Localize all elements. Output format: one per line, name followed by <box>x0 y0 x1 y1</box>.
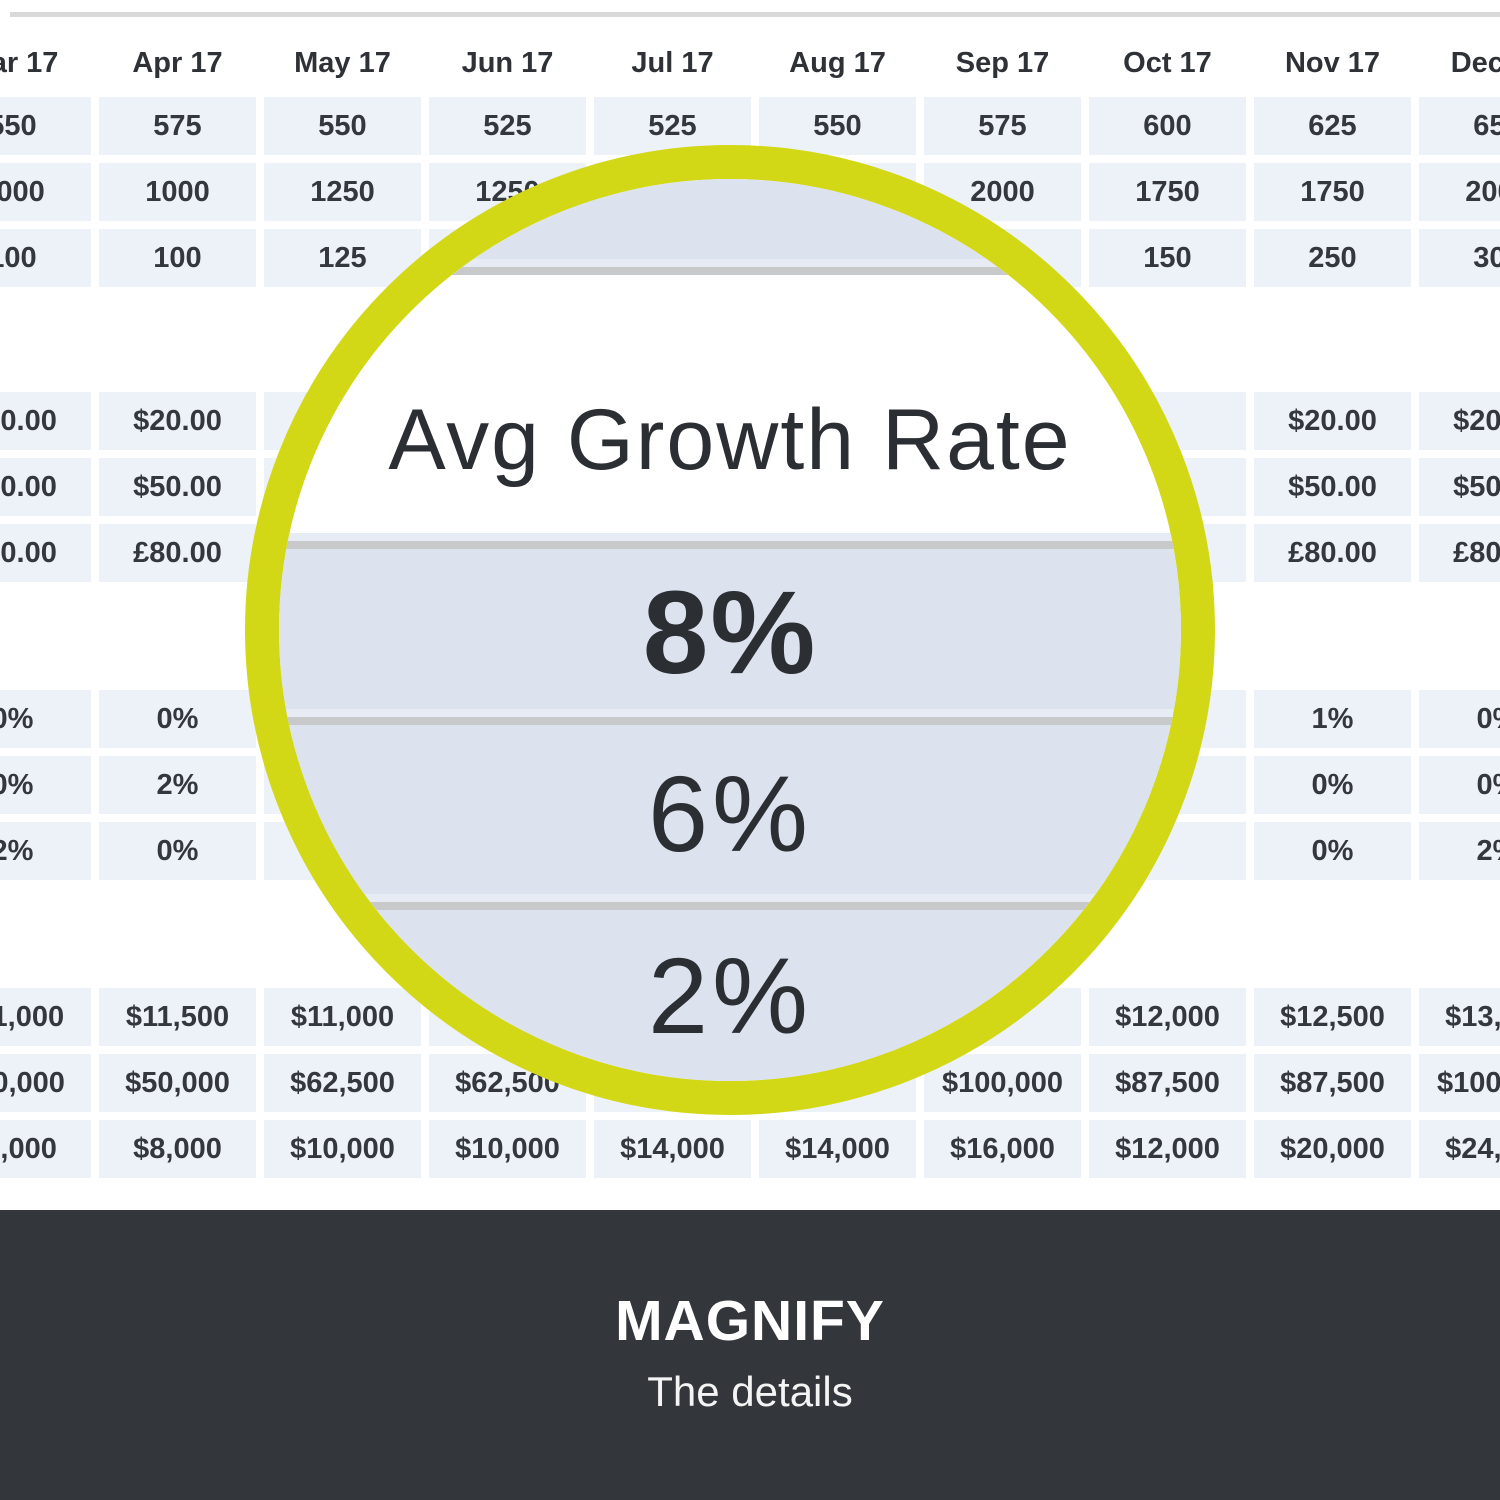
column-header: Jun 17 <box>461 46 554 79</box>
column-header: Apr 17 <box>132 46 223 79</box>
table-cell: $20,000 <box>1254 1120 1411 1178</box>
table-cell: $8,000 <box>99 1120 256 1178</box>
table-cell: £80.00 <box>99 524 256 582</box>
magnified-row-divider <box>279 259 1181 275</box>
table-cell: 600 <box>1089 97 1246 155</box>
magnified-value-band: 6% <box>279 725 1181 902</box>
table-cell: $20.00 <box>99 392 256 450</box>
column-header: Nov 17 <box>1284 46 1381 79</box>
magnifier-lens: Avg Growth Rate 8% 6% 2% <box>245 145 1215 1115</box>
magnified-value-band: 8% <box>279 549 1181 717</box>
table-cell: 300 <box>1419 229 1500 287</box>
table-cell: 250 <box>1254 229 1411 287</box>
table-cell: $11,500 <box>99 988 256 1046</box>
table-cell: 2% <box>1419 822 1500 880</box>
table-cell: 550 <box>759 97 916 155</box>
table-cell: $10,000 <box>264 1120 421 1178</box>
magnified-value: 8% <box>642 567 818 699</box>
magnified-header-band <box>279 275 1181 541</box>
table-cell: $14,000 <box>759 1120 916 1178</box>
table-cell: 550 <box>0 97 91 155</box>
table-cell: 1000 <box>99 163 256 221</box>
table-cell: $100,000 <box>1419 1054 1500 1112</box>
table-cell: $50.00 <box>99 458 256 516</box>
table-row: 550575550525525550575600625650 <box>0 97 1500 155</box>
table-cell: $50.00 <box>0 458 91 516</box>
table-cell: $8,000 <box>0 1120 91 1178</box>
column-header: Jul 17 <box>631 46 714 79</box>
table-cell: $50.00 <box>1254 458 1411 516</box>
footer-banner: MAGNIFY The details <box>0 1210 1500 1500</box>
magnified-value: 6% <box>647 753 813 874</box>
table-cell: $87,500 <box>1254 1054 1411 1112</box>
table-row: $8,000$8,000$10,000$10,000$14,000$14,000… <box>0 1120 1500 1178</box>
table-cell: 2% <box>99 756 256 814</box>
magnified-band-empty <box>279 179 1181 267</box>
table-cell: 625 <box>1254 97 1411 155</box>
banner-subtitle: The details <box>647 1368 853 1415</box>
table-cell: 2% <box>0 822 91 880</box>
table-cell: $12,000 <box>1089 1120 1246 1178</box>
table-cell: $14,000 <box>594 1120 751 1178</box>
table-cell: 550 <box>264 97 421 155</box>
table-cell: 0% <box>1419 690 1500 748</box>
table-cell: 525 <box>429 97 586 155</box>
column-header: Sep 17 <box>955 46 1050 79</box>
column-header: Oct 17 <box>1123 46 1212 79</box>
magnified-row-divider <box>279 894 1181 910</box>
table-cell: 650 <box>1419 97 1500 155</box>
column-header: Mar 17 <box>0 46 59 79</box>
magnifier-content: Avg Growth Rate 8% 6% 2% <box>279 179 1181 1081</box>
table-cell: $50.00 <box>1419 458 1500 516</box>
magnifier-title: Avg Growth Rate <box>388 392 1072 488</box>
table-cell: $20.00 <box>1419 392 1500 450</box>
table-cell: 0% <box>0 690 91 748</box>
table-cell: $20.00 <box>0 392 91 450</box>
table-cell: 100 <box>99 229 256 287</box>
table-cell: 1000 <box>0 163 91 221</box>
table-cell: 0% <box>1254 822 1411 880</box>
table-cell: £80.00 <box>1254 524 1411 582</box>
table-cell: $50,000 <box>0 1054 91 1112</box>
column-header: May 17 <box>294 46 391 79</box>
table-cell: 0% <box>1419 756 1500 814</box>
magnified-value: 2% <box>647 935 813 1056</box>
banner-title: MAGNIFY <box>615 1289 885 1353</box>
table-cell: 575 <box>99 97 256 155</box>
table-cell: $13,000 <box>1419 988 1500 1046</box>
table-cell: $11,000 <box>0 988 91 1046</box>
table-cell: 575 <box>924 97 1081 155</box>
table-cell: $12,500 <box>1254 988 1411 1046</box>
table-cell: 0% <box>99 822 256 880</box>
magnified-value-band: 2% <box>279 910 1181 1081</box>
column-header: Aug 17 <box>789 46 886 79</box>
table-cell: 0% <box>0 756 91 814</box>
column-header-row: Mar 17 Apr 17 May 17 Jun 17 Jul 17 Aug 17 Sep … <box>0 38 1500 88</box>
table-cell: £80.00 <box>1419 524 1500 582</box>
table-cell: $50,000 <box>99 1054 256 1112</box>
table-cell: 100 <box>0 229 91 287</box>
magnified-row-divider <box>279 709 1181 725</box>
table-cell: $10,000 <box>429 1120 586 1178</box>
table-cell: $24,000 <box>1419 1120 1500 1178</box>
table-cell: $20.00 <box>1254 392 1411 450</box>
magnified-row-divider <box>279 533 1181 549</box>
table-cell: $16,000 <box>924 1120 1081 1178</box>
table-cell: 1750 <box>1254 163 1411 221</box>
top-divider <box>10 12 1500 17</box>
column-header: Dec 17 <box>1450 46 1500 79</box>
table-cell: 0% <box>1254 756 1411 814</box>
table-cell: 1% <box>1254 690 1411 748</box>
table-cell: £80.00 <box>0 524 91 582</box>
table-cell: 0% <box>99 690 256 748</box>
